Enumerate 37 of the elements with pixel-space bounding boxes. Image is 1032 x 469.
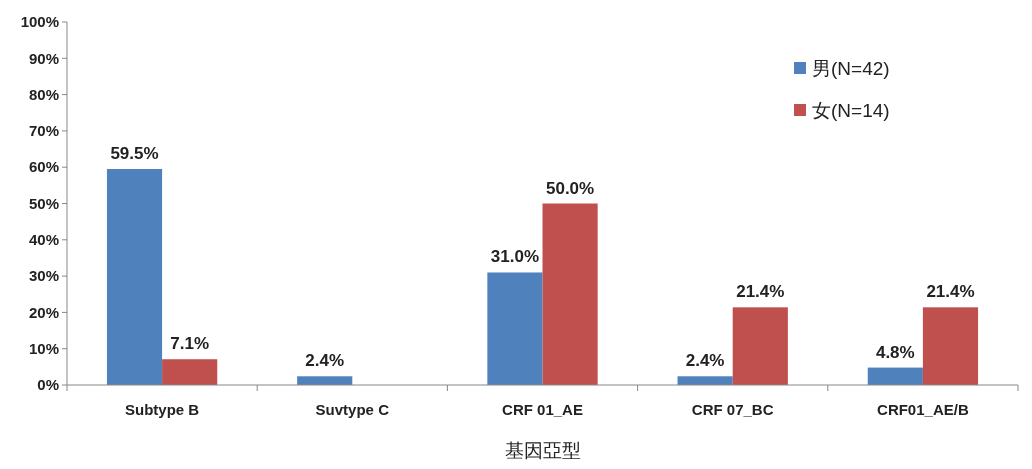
y-tick-label: 20% xyxy=(28,303,59,321)
y-tick-label: 40% xyxy=(28,231,59,249)
x-tick-label: CRF01_AE/B xyxy=(877,401,969,418)
y-tick-label: 90% xyxy=(28,49,59,67)
bar xyxy=(677,376,733,385)
data-label: 21.4% xyxy=(736,282,785,302)
x-tick-label: Subtype B xyxy=(125,401,200,418)
bar xyxy=(867,367,923,385)
data-label: 31.0% xyxy=(490,247,540,267)
data-label: 7.1% xyxy=(170,334,210,354)
bar xyxy=(732,307,788,385)
data-label: 59.5% xyxy=(110,144,159,164)
bar xyxy=(106,169,163,385)
legend-label: 女(N=14) xyxy=(812,99,890,121)
y-tick-label: 80% xyxy=(28,85,59,103)
y-tick-label: 30% xyxy=(28,267,59,285)
y-tick-label: 100% xyxy=(20,13,59,31)
data-label: 2.4% xyxy=(685,351,725,371)
legend-label: 男(N=42) xyxy=(812,57,890,79)
x-tick-label: CRF 01_AE xyxy=(502,401,583,418)
bar xyxy=(542,203,598,385)
y-tick-label: 70% xyxy=(28,122,59,140)
bar xyxy=(487,272,543,385)
y-tick-label: 60% xyxy=(28,158,59,176)
bar xyxy=(297,376,353,385)
data-label: 4.8% xyxy=(875,342,915,362)
data-label: 21.4% xyxy=(926,282,975,302)
x-axis-title: 基因亞型 xyxy=(504,440,581,461)
y-tick-label: 10% xyxy=(28,339,59,357)
y-tick-label: 50% xyxy=(28,194,59,212)
data-label: 50.0% xyxy=(545,178,595,198)
data-label: 2.4% xyxy=(305,351,345,371)
bar xyxy=(162,359,218,385)
bar xyxy=(922,307,979,385)
x-tick-label: CRF 07_BC xyxy=(691,401,774,418)
x-tick-label: Suvtype C xyxy=(315,401,390,418)
y-tick-label: 0% xyxy=(37,376,59,394)
